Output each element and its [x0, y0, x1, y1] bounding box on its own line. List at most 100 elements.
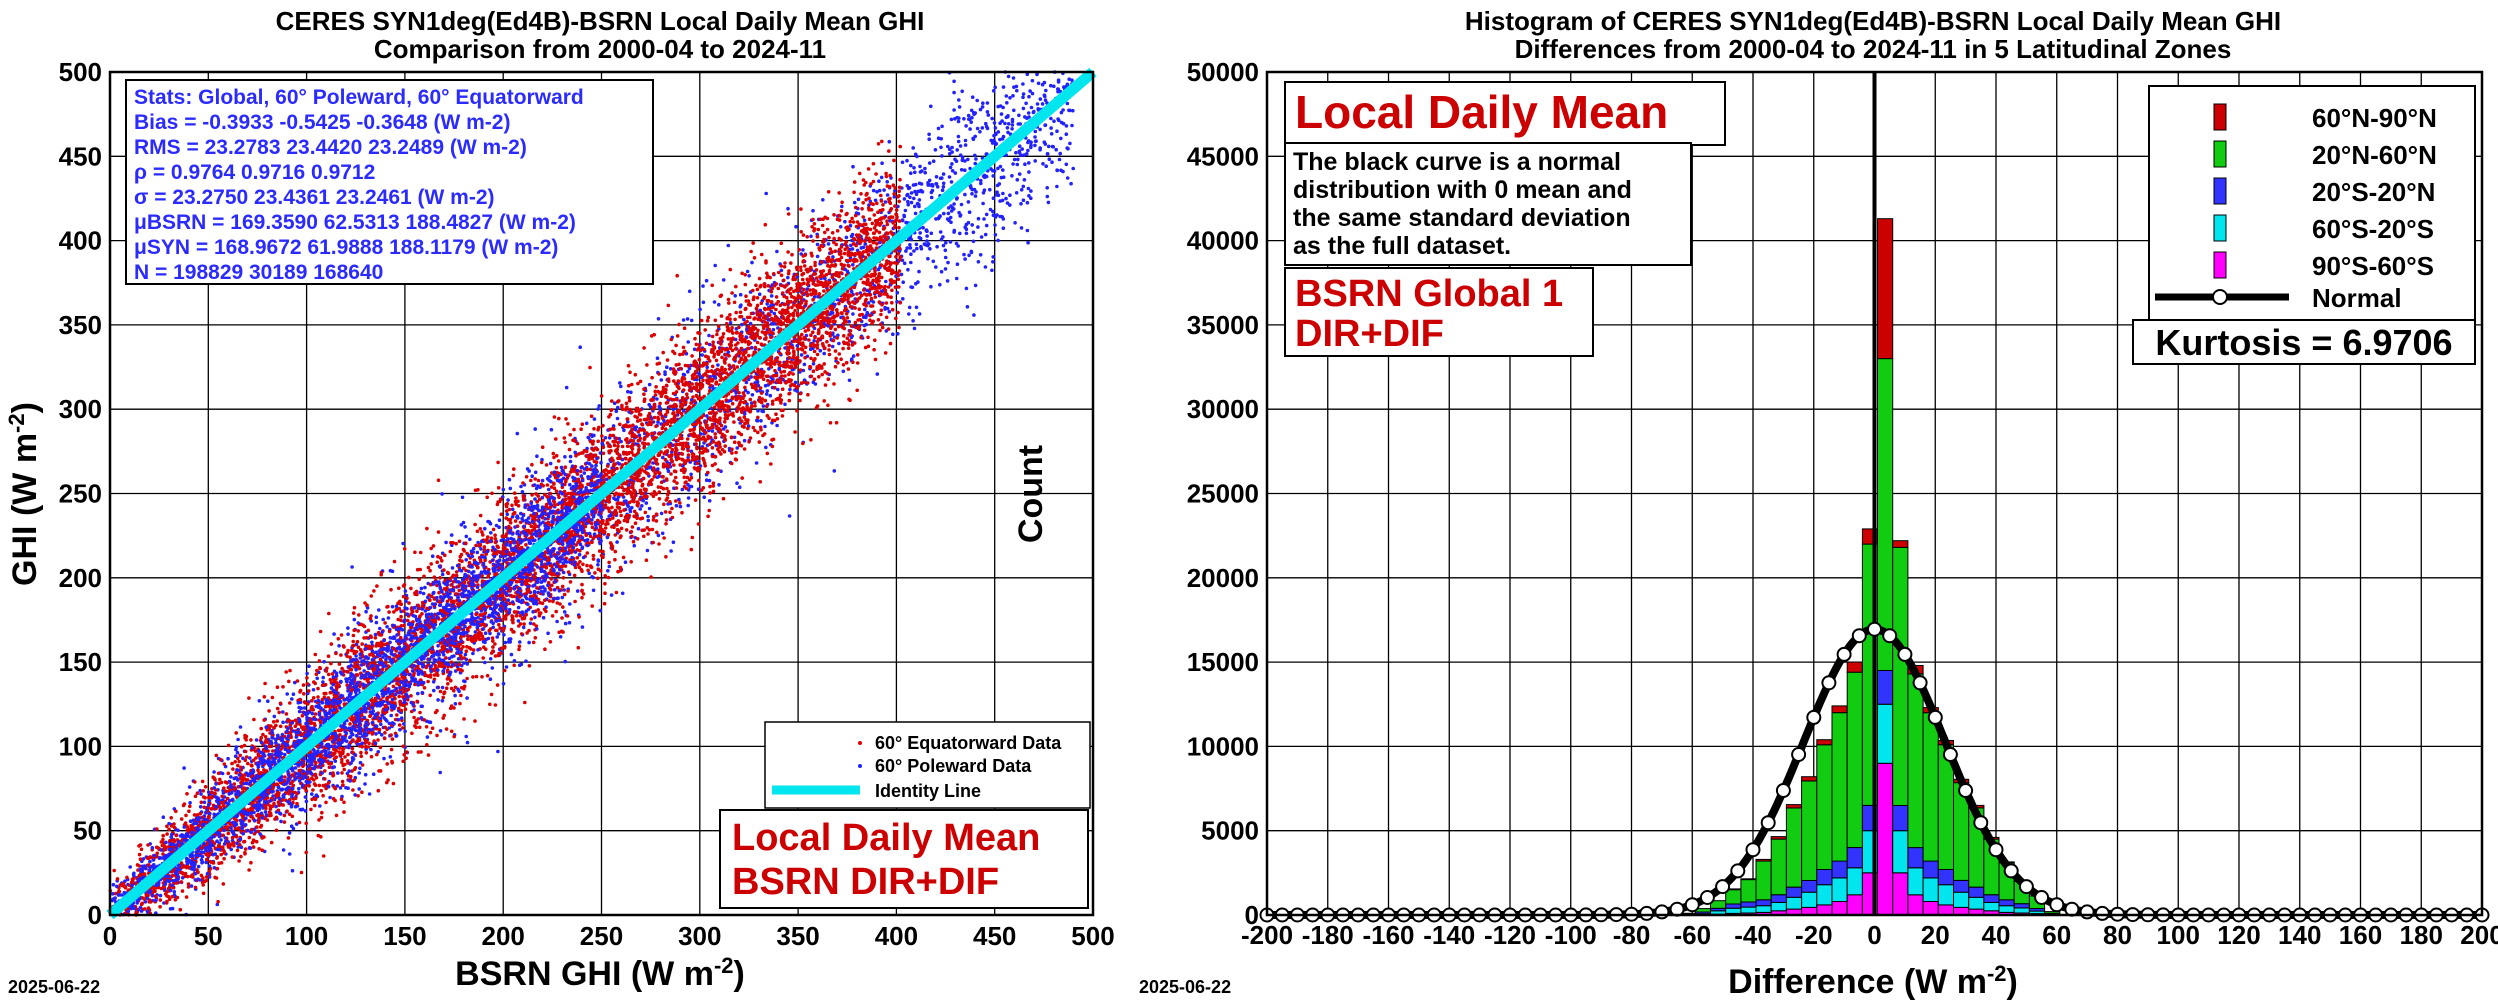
poleward-point: [973, 161, 977, 166]
poleward-point: [687, 289, 692, 294]
equatorward-point: [765, 451, 770, 456]
equatorward-point: [575, 441, 580, 446]
poleward-point: [328, 795, 332, 800]
poleward-point: [1026, 111, 1031, 115]
poleward-point: [936, 136, 941, 140]
poleward-point: [1022, 178, 1027, 182]
equatorward-point: [533, 477, 537, 481]
equatorward-point: [711, 440, 716, 444]
poleward-point: [863, 242, 868, 246]
poleward-point: [1055, 184, 1059, 189]
poleward-point: [646, 514, 650, 519]
poleward-point: [1025, 228, 1030, 233]
equatorward-point: [246, 761, 250, 766]
poleward-point: [702, 495, 706, 500]
equatorward-point: [638, 436, 642, 441]
poleward-point: [1019, 226, 1024, 230]
poleward-point: [619, 384, 623, 389]
poleward-point: [646, 518, 651, 523]
poleward-point: [963, 257, 967, 261]
poleward-point: [925, 243, 930, 248]
poleward-point: [488, 657, 493, 661]
equatorward-point: [866, 335, 870, 340]
poleward-point: [430, 554, 435, 558]
poleward-point: [815, 242, 820, 247]
poleward-point: [958, 213, 963, 217]
poleward-point: [1025, 152, 1029, 156]
poleward-point: [920, 190, 925, 194]
poleward-point: [776, 387, 780, 392]
poleward-point: [1033, 139, 1038, 144]
equatorward-point: [621, 555, 626, 560]
poleward-point: [182, 766, 186, 770]
equatorward-point: [519, 632, 524, 636]
poleward-point: [996, 238, 1000, 243]
equatorward-point: [841, 346, 845, 351]
poleward-point: [962, 252, 966, 257]
poleward-point: [969, 250, 974, 255]
poleward-point: [1051, 145, 1055, 149]
poleward-point: [950, 145, 954, 150]
poleward-point: [1050, 160, 1054, 164]
equatorward-point: [759, 301, 764, 306]
equatorward-point: [839, 209, 844, 213]
equatorward-point: [341, 746, 345, 751]
poleward-point: [596, 563, 600, 567]
equatorward-point: [744, 294, 748, 299]
poleward-point: [1020, 147, 1024, 151]
poleward-point: [726, 243, 731, 248]
poleward-point: [198, 788, 202, 793]
poleward-point: [1057, 157, 1062, 162]
poleward-point: [705, 414, 709, 418]
equatorward-point: [827, 235, 831, 240]
equatorward-point: [867, 217, 872, 221]
equatorward-point: [336, 637, 341, 641]
poleward-point: [440, 698, 445, 703]
poleward-point: [686, 340, 690, 344]
equatorward-point: [873, 338, 877, 343]
equatorward-point: [389, 587, 393, 592]
poleward-point: [863, 307, 867, 312]
poleward-point: [1012, 108, 1016, 113]
poleward-point: [634, 425, 638, 429]
poleward-point: [765, 389, 770, 393]
poleward-point: [910, 285, 915, 290]
poleward-point: [403, 589, 408, 593]
equatorward-point: [585, 563, 589, 568]
poleward-point: [970, 187, 975, 192]
poleward-point: [756, 409, 760, 413]
poleward-point: [1014, 191, 1019, 195]
poleward-point: [920, 169, 924, 173]
poleward-point: [938, 215, 942, 219]
poleward-point: [877, 179, 881, 183]
equatorward-point: [660, 426, 665, 431]
equatorward-point: [671, 349, 675, 354]
poleward-point: [978, 107, 983, 112]
poleward-point: [196, 864, 201, 869]
equatorward-point: [174, 833, 178, 838]
poleward-point: [1012, 157, 1017, 162]
equatorward-point: [259, 726, 264, 731]
equatorward-point: [880, 302, 884, 307]
poleward-point: [647, 506, 652, 511]
poleward-point: [998, 137, 1002, 142]
equatorward-point: [524, 543, 528, 547]
poleward-point: [843, 219, 847, 224]
poleward-point: [364, 609, 368, 614]
equatorward-point: [593, 446, 598, 451]
poleward-point: [996, 130, 1001, 134]
poleward-point: [983, 265, 988, 269]
equatorward-point: [780, 374, 784, 378]
poleward-point: [931, 159, 936, 163]
poleward-point: [909, 200, 914, 205]
poleward-point: [1016, 157, 1020, 162]
poleward-point: [985, 110, 990, 114]
equatorward-point: [852, 190, 856, 195]
poleward-point: [612, 401, 617, 406]
poleward-point: [924, 228, 929, 232]
equatorward-point: [607, 560, 611, 565]
poleward-point: [980, 126, 985, 130]
poleward-point: [915, 246, 919, 251]
poleward-point: [1025, 72, 1030, 77]
poleward-point: [1046, 144, 1051, 149]
